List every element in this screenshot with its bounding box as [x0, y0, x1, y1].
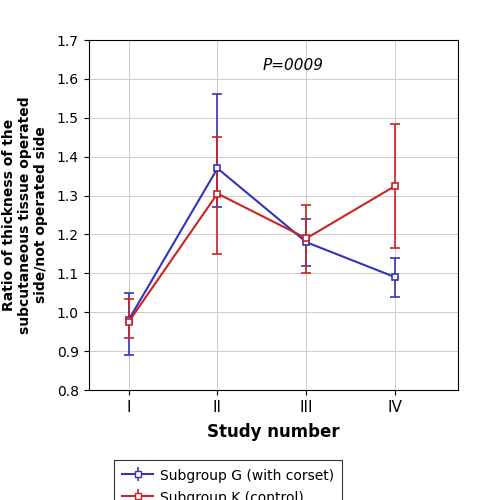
Text: P=0009: P=0009	[263, 58, 324, 73]
Legend: Subgroup G (with corset), Subgroup K (control): Subgroup G (with corset), Subgroup K (co…	[114, 460, 342, 500]
X-axis label: Study number: Study number	[207, 423, 339, 441]
Y-axis label: Ratio of thickness of the
subcutaneous tissue operated
side/not operated side: Ratio of thickness of the subcutaneous t…	[2, 96, 48, 334]
